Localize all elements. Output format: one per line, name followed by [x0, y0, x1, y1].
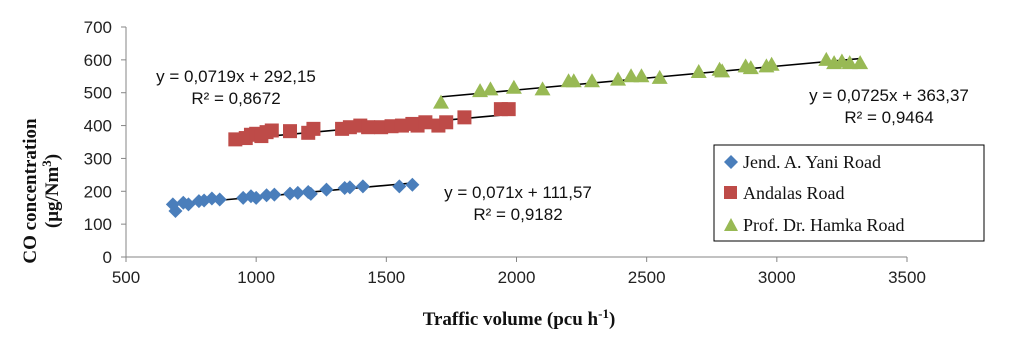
data-point-square: [439, 115, 454, 130]
y-tick-label: 500: [84, 84, 112, 103]
legend-box: [713, 144, 985, 242]
y-tick-label: 0: [103, 248, 112, 267]
legend-marker-triangle: [724, 218, 738, 231]
data-point-triangle: [623, 68, 640, 83]
data-point-triangle: [633, 68, 650, 83]
data-point-square: [457, 110, 472, 125]
data-point-diamond: [181, 197, 196, 212]
data-point-triangle: [763, 56, 780, 71]
data-point-triangle: [433, 94, 450, 109]
y-tick-label: 200: [84, 182, 112, 201]
data-point-triangle: [482, 81, 499, 96]
data-point-square: [501, 102, 516, 117]
legend-label: Jend. A. Yani Road: [743, 152, 881, 172]
data-point-triangle: [852, 55, 869, 70]
trendline-equation: y = 0,0719x + 292,15: [156, 67, 316, 86]
data-point-diamond: [342, 180, 357, 195]
x-axis-title: Traffic volume (pcu h-1): [423, 306, 616, 330]
data-point-diamond: [405, 177, 420, 192]
trendline-equation: y = 0,071x + 111,57: [444, 183, 592, 202]
data-point-triangle: [610, 71, 627, 86]
data-point-triangle: [841, 55, 858, 70]
data-point-triangle: [505, 79, 522, 94]
data-point-triangle: [565, 73, 582, 88]
data-point-diamond: [290, 185, 305, 200]
data-point-square: [283, 124, 298, 139]
y-tick-label: 700: [84, 18, 112, 37]
data-point-diamond: [168, 204, 183, 218]
data-point-square: [306, 121, 321, 136]
x-tick-label: 2500: [628, 268, 666, 287]
data-point-diamond: [319, 182, 334, 197]
data-point-diamond: [212, 192, 227, 207]
x-tick-label: 1000: [237, 268, 275, 287]
data-point-triangle: [742, 60, 759, 75]
trendline-r-squared: R² = 0,8672: [191, 89, 280, 108]
data-point-diamond: [283, 186, 298, 201]
data-point-diamond: [355, 179, 370, 194]
legend-marker-diamond: [724, 155, 738, 169]
x-tick-label: 2000: [498, 268, 536, 287]
axes: 0 100 200 300 400 500 600 700 500 1000 1500 2000 250…: [84, 18, 926, 287]
data-point-diamond: [249, 190, 264, 205]
legend-label: Andalas Road: [743, 183, 844, 203]
x-tick-label: 3000: [758, 268, 796, 287]
data-point-diamond: [392, 179, 407, 194]
x-tick-label: 500: [112, 268, 140, 287]
data-point-diamond: [259, 188, 274, 203]
data-point-triangle: [583, 73, 600, 88]
legend-marker-square: [724, 186, 737, 199]
data-point-triangle: [714, 63, 731, 78]
data-point-square: [264, 123, 279, 138]
data-point-diamond: [267, 187, 282, 202]
data-point-triangle: [534, 81, 551, 96]
legend-label: Prof. Dr. Hamka Road: [743, 215, 904, 235]
y-tick-label: 100: [84, 215, 112, 234]
data-point-square: [418, 115, 433, 130]
legend: Jend. A. Yani Road Andalas Road Prof. Dr…: [713, 144, 985, 242]
y-tick-label: 400: [84, 117, 112, 136]
data-points: [165, 51, 869, 218]
y-axis-title: CO concentration (μg/Nm3): [20, 118, 63, 264]
trendline-equation: y = 0,0725x + 363,37: [809, 86, 969, 105]
x-tick-label: 1500: [367, 268, 405, 287]
y-tick-label: 300: [84, 149, 112, 168]
x-tick-label: 3500: [888, 268, 926, 287]
y-axis-title-line2: (μg/Nm3): [39, 154, 63, 228]
trendline-r-squared: R² = 0,9464: [844, 108, 933, 127]
data-point-square: [361, 120, 376, 135]
data-point-diamond: [303, 186, 318, 201]
y-axis-title-line1: CO concentration: [20, 118, 41, 264]
data-point-triangle: [651, 69, 668, 84]
data-point-triangle: [690, 64, 707, 79]
trendline-r-squared: R² = 0,9182: [473, 205, 562, 224]
trendline-equations: y = 0,071x + 111,57 R² = 0,9182 y = 0,0719…: [156, 67, 969, 224]
y-tick-label: 600: [84, 51, 112, 70]
